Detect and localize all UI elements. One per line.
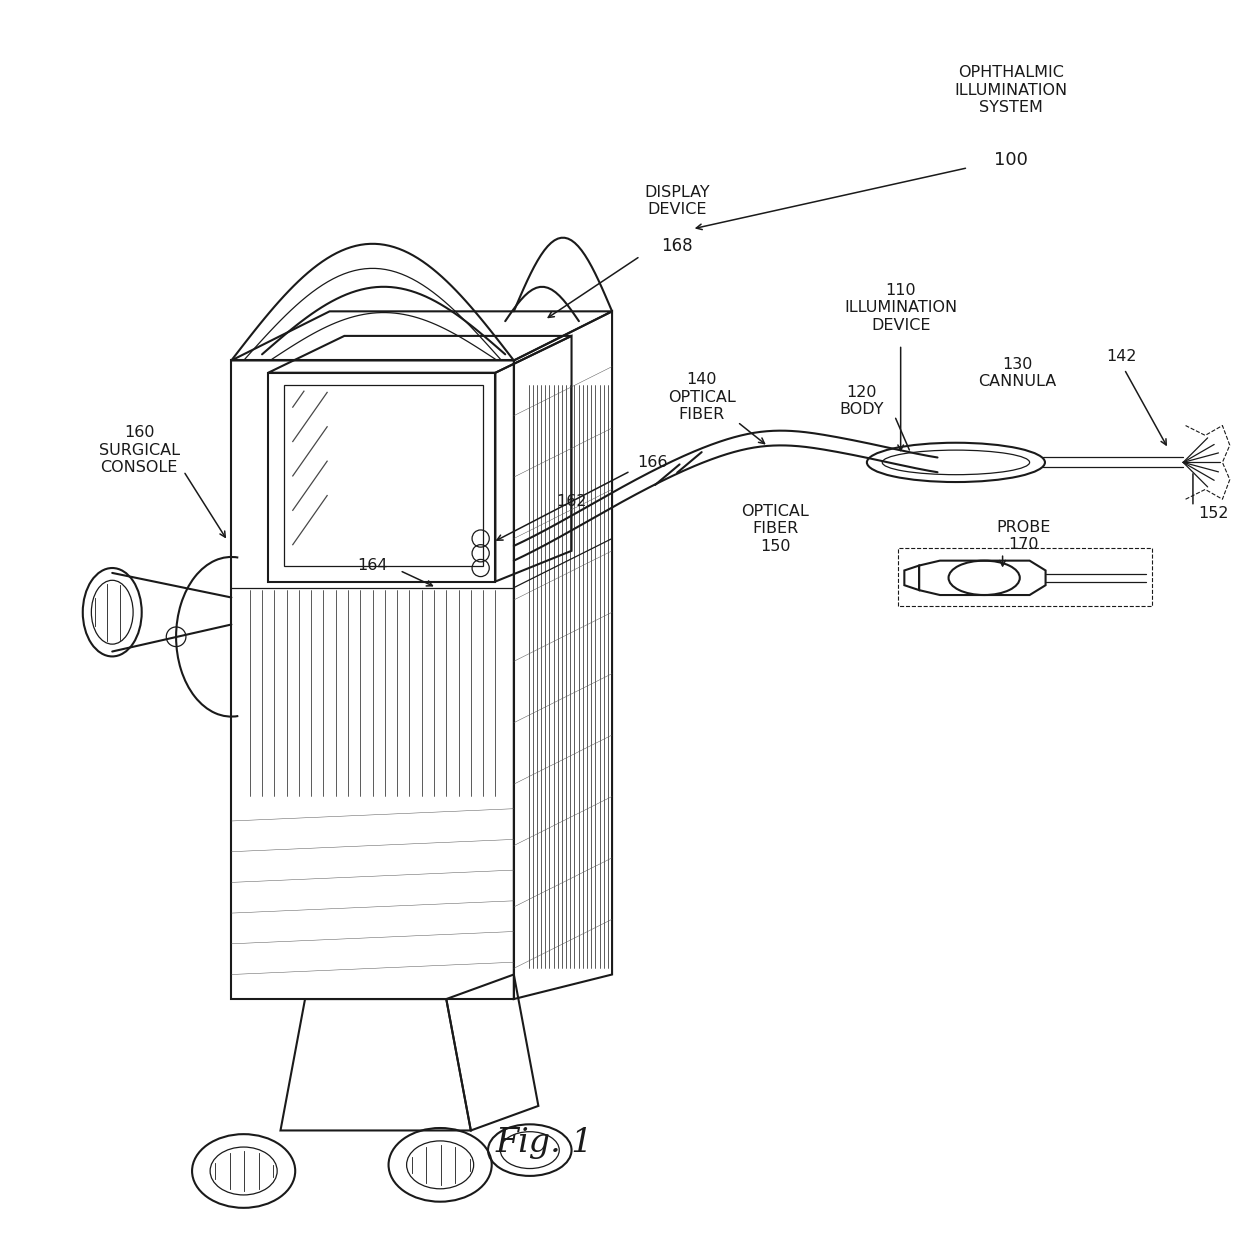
Text: PROBE
170: PROBE 170 xyxy=(996,520,1050,552)
Text: 160
SURGICAL
CONSOLE: 160 SURGICAL CONSOLE xyxy=(99,425,180,475)
Text: 162: 162 xyxy=(557,495,587,510)
Text: 164: 164 xyxy=(357,558,388,573)
Text: 140
OPTICAL
FIBER: 140 OPTICAL FIBER xyxy=(668,372,735,422)
Text: 168: 168 xyxy=(661,237,693,255)
Text: 130
CANNULA: 130 CANNULA xyxy=(978,356,1056,388)
Text: Fig. 1: Fig. 1 xyxy=(496,1127,593,1159)
Text: 110
ILLUMINATION
DEVICE: 110 ILLUMINATION DEVICE xyxy=(844,282,957,332)
Text: 100: 100 xyxy=(994,151,1028,170)
Text: 120
BODY: 120 BODY xyxy=(839,385,884,417)
Text: OPTICAL
FIBER
150: OPTICAL FIBER 150 xyxy=(742,503,810,553)
Text: 152: 152 xyxy=(1198,507,1229,522)
Text: 142: 142 xyxy=(1106,350,1137,365)
Text: OPHTHALMIC
ILLUMINATION
SYSTEM: OPHTHALMIC ILLUMINATION SYSTEM xyxy=(955,65,1068,115)
Text: DISPLAY
DEVICE: DISPLAY DEVICE xyxy=(645,185,711,217)
Text: 166: 166 xyxy=(637,455,668,470)
